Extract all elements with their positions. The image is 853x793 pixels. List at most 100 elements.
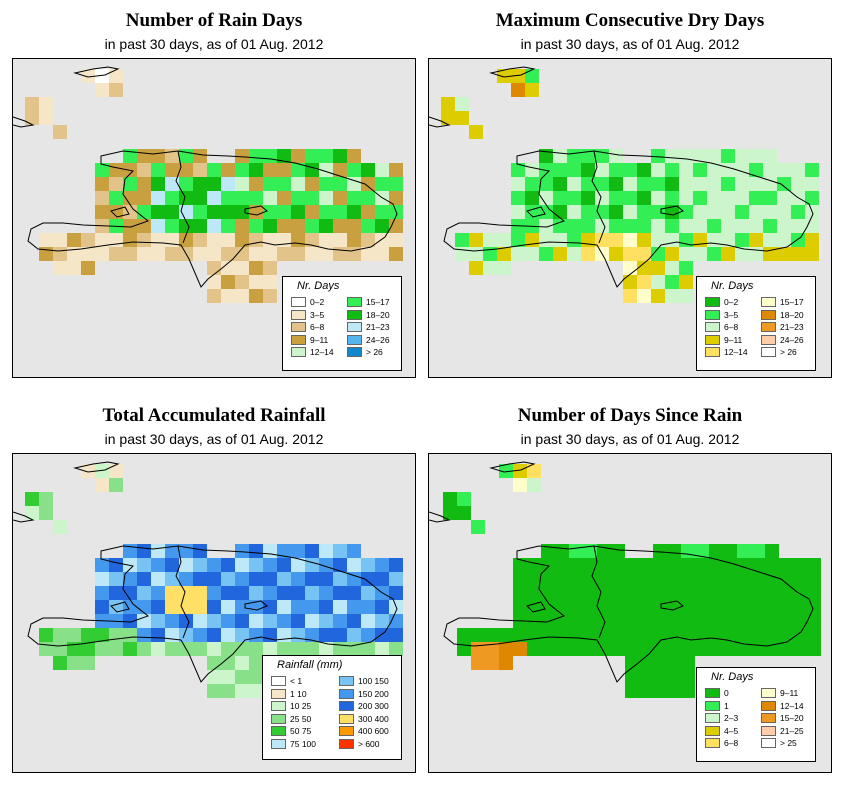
grid-cell: [333, 163, 347, 177]
grid-cell: [665, 149, 679, 163]
grid-cell: [485, 642, 499, 656]
grid-cell: [193, 586, 207, 600]
island-outline: [13, 511, 35, 523]
grid-cell: [793, 614, 807, 628]
grid-cell: [721, 149, 735, 163]
grid-cell: [513, 628, 527, 642]
grid-cell: [95, 586, 109, 600]
legend-swatch: [761, 725, 776, 736]
legend-swatch: [271, 688, 286, 699]
grid-cell: [305, 191, 319, 205]
grid-cell: [263, 219, 277, 233]
grid-cell: [751, 558, 765, 572]
grid-cell: [595, 219, 609, 233]
grid-cell: [235, 684, 249, 698]
grid-cell: [235, 656, 249, 670]
grid-cell: [221, 684, 235, 698]
legend-item: 3–5: [291, 309, 325, 320]
grid-cell: [109, 177, 123, 191]
grid-cell: [667, 586, 681, 600]
panel-subtitle: in past 30 days, as of 01 Aug. 2012: [104, 431, 324, 447]
grid-cell: [511, 233, 525, 247]
legend-swatch: [705, 688, 720, 698]
legend-label: 3–5: [310, 309, 325, 320]
grid-cell: [81, 642, 95, 656]
legend-label: > 26: [366, 347, 383, 357]
legend-swatch: [761, 713, 776, 723]
grid-cell: [611, 544, 625, 558]
panel-title: Maximum Consecutive Dry Days: [495, 10, 765, 31]
grid-cell: [263, 289, 277, 303]
legend-label: 300 400: [358, 713, 389, 724]
grid-cell: [569, 642, 583, 656]
grid-cell: [639, 600, 653, 614]
grid-cell: [805, 247, 819, 261]
grid-cell: [263, 275, 277, 289]
grid-cell: [207, 642, 221, 656]
grid-cell: [765, 586, 779, 600]
grid-cell: [455, 111, 469, 125]
grid-cell: [81, 261, 95, 275]
grid-cell: [695, 628, 709, 642]
grid-cell: [639, 656, 653, 670]
grid-cell: [539, 233, 553, 247]
grid-cell: [469, 261, 483, 275]
grid-cell: [151, 614, 165, 628]
legend-swatch: [291, 334, 306, 345]
grid-cell: [527, 586, 541, 600]
legend-item: 24–26: [761, 334, 804, 345]
grid-cell: [221, 558, 235, 572]
grid-cell: [765, 628, 779, 642]
grid-cell: [207, 163, 221, 177]
grid-cell: [123, 628, 137, 642]
grid-cell: [305, 586, 319, 600]
grid-cell: [681, 656, 695, 670]
coastline: [443, 545, 814, 683]
legend-swatch: [339, 688, 354, 699]
grid-cell: [207, 191, 221, 205]
grid-cell: [109, 163, 123, 177]
legend-item: 100 150: [339, 676, 389, 686]
grid-cell: [151, 628, 165, 642]
grid-cell: [749, 233, 763, 247]
grid-cell: [137, 628, 151, 642]
grid-cell: [527, 464, 541, 478]
legend-swatch: [761, 309, 776, 320]
grid-cell: [569, 558, 583, 572]
grid-cell: [791, 233, 805, 247]
grid-cell: [791, 177, 805, 191]
grid-cell: [249, 205, 263, 219]
grid-cell: [137, 233, 151, 247]
grid-cell: [555, 600, 569, 614]
grid-cell: [665, 163, 679, 177]
grid-cell: [235, 205, 249, 219]
grid-cell: [723, 572, 737, 586]
grid-cell: [305, 247, 319, 261]
grid-cell: [137, 558, 151, 572]
grid-cell: [291, 163, 305, 177]
grid-cell: [707, 149, 721, 163]
grid-cell: [681, 642, 695, 656]
grid-cell: [651, 275, 665, 289]
grid-cell: [623, 289, 637, 303]
grid-cell: [305, 149, 319, 163]
grid-cell: [207, 614, 221, 628]
coastline: [27, 545, 398, 683]
grid-cell: [53, 656, 67, 670]
grid-cell: [291, 219, 305, 233]
grid-cell: [375, 628, 389, 642]
legend-item: 21–23: [761, 322, 804, 332]
legend-item: 18–20: [761, 309, 804, 320]
grid-cell: [497, 261, 511, 275]
grid-cell: [291, 544, 305, 558]
grid-cell: [361, 572, 375, 586]
grid-cell: [513, 600, 527, 614]
grid-cell: [277, 600, 291, 614]
grid-cell: [81, 628, 95, 642]
legend-label: 6–8: [724, 738, 739, 748]
grid-cell: [779, 628, 793, 642]
grid-cell: [637, 163, 651, 177]
grid-cell: [277, 219, 291, 233]
grid-cell: [305, 600, 319, 614]
grid-cell: [375, 233, 389, 247]
